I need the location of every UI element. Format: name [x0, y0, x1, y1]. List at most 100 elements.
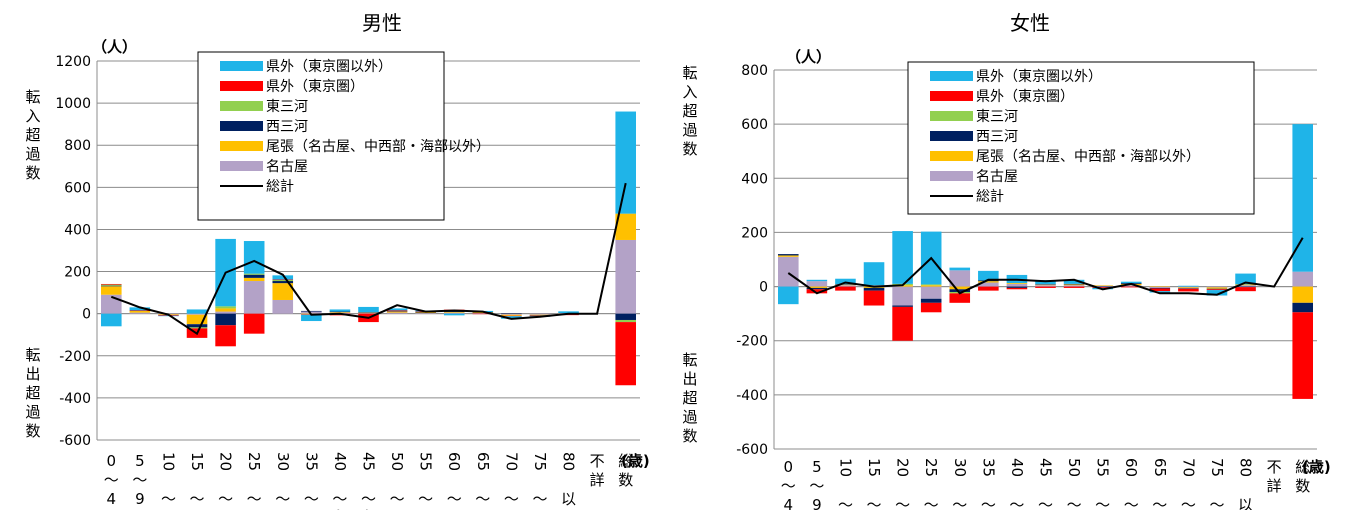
legend-label: 尾張（名古屋、中西部・海部以外）	[976, 149, 1200, 165]
x-tick-part: 25	[922, 458, 940, 477]
x-tick-part: ～	[952, 496, 967, 510]
x-tick-label: 40～44	[1008, 458, 1026, 510]
bar-segment	[1006, 283, 1028, 284]
bar-segment	[1235, 273, 1256, 285]
bar-segment	[272, 279, 294, 281]
x-tick-part: ～	[809, 477, 824, 495]
legend-label: 県外（東京圏以外）	[976, 69, 1102, 85]
x-tick-part: 45	[1037, 458, 1055, 477]
bar-segment	[215, 325, 236, 347]
bar-segment	[920, 285, 942, 287]
x-tick-label: 65～69	[474, 452, 492, 510]
bar-segment	[1178, 287, 1199, 289]
x-tick-part: 0	[107, 452, 117, 470]
bar-segment	[415, 313, 436, 314]
x-tick-part: ～	[247, 490, 262, 508]
bar-segment	[1063, 283, 1085, 285]
x-tick-part: 不	[590, 452, 605, 470]
x-tick-label: 45～49	[360, 452, 378, 510]
legend-label: 東三河	[976, 109, 1018, 125]
side-label-char: 超	[682, 389, 697, 407]
x-tick-part: 80	[1237, 458, 1255, 477]
x-tick-part: 80	[560, 452, 578, 471]
chart-title: 男性	[362, 11, 402, 35]
x-tick-part: ～	[475, 490, 490, 508]
legend-swatch	[220, 141, 263, 151]
bar-segment	[501, 313, 522, 315]
bar-segment	[1092, 285, 1113, 286]
bar-segment	[272, 275, 294, 280]
x-tick-label: 55～59	[417, 452, 435, 510]
bar-segment	[443, 313, 465, 316]
x-tick-part: 55	[417, 452, 435, 471]
bar-segment	[1149, 286, 1171, 287]
bar-segment	[892, 306, 913, 341]
x-tick-part: 9	[135, 490, 145, 508]
bar-segment	[1235, 286, 1256, 288]
x-tick-label: 50～54	[1065, 458, 1083, 510]
bar-segment	[529, 314, 551, 316]
x-tick-part: 15	[188, 452, 206, 471]
legend-label: 県外（東京圏）	[976, 89, 1074, 105]
bar-segment	[835, 278, 856, 285]
bar-segment	[863, 287, 885, 291]
bar-segment	[358, 312, 379, 314]
bar-segment	[529, 315, 551, 316]
x-tick-label: 0～4	[781, 458, 796, 510]
x-tick-part: 詳	[590, 471, 605, 489]
x-tick-part: ～	[867, 496, 882, 510]
legend-swatch	[220, 81, 263, 91]
legend-box	[197, 51, 445, 221]
x-tick-part: ～	[838, 496, 853, 510]
x-tick-label: 60～64	[445, 452, 463, 510]
legend-label: 総計	[266, 179, 294, 195]
bar-segment	[920, 302, 942, 313]
bar-segment	[920, 284, 942, 286]
x-tick-part: ～	[1152, 496, 1167, 510]
x-tick-part: 以	[1238, 496, 1253, 510]
y-tick-label: -200	[736, 334, 768, 350]
bar-segment	[272, 299, 294, 314]
bar-segment	[863, 262, 885, 286]
x-tick-part: 25	[245, 452, 263, 471]
x-tick-part: ～	[390, 490, 405, 508]
x-tick-part: 4	[107, 490, 117, 508]
bar-segment	[1235, 287, 1256, 292]
chart-title: 女性	[1010, 11, 1050, 35]
legend-label: 名古屋	[976, 169, 1018, 185]
bar-segment	[1063, 286, 1085, 288]
bar-segment	[1092, 287, 1113, 288]
bar-segment	[1206, 289, 1228, 291]
bar-segment	[1235, 285, 1256, 287]
bar-segment	[186, 327, 208, 329]
bar-segment	[892, 305, 913, 307]
x-tick-label: 30～34	[951, 458, 969, 510]
bar-segment	[1006, 286, 1028, 288]
bar-segment	[472, 313, 494, 314]
x-tick-part: 数	[618, 471, 633, 489]
y-tick-label: -400	[59, 391, 91, 407]
x-tick-part: ～	[1067, 496, 1082, 510]
legend-label: 総計	[976, 189, 1004, 205]
legend-swatch	[930, 91, 973, 101]
x-tick-part: ～	[1209, 496, 1224, 510]
x-tick-part: ～	[781, 477, 796, 495]
x-tick-part: 65	[1151, 458, 1169, 477]
bar-segment	[358, 306, 379, 313]
x-tick-part: ～	[1181, 496, 1196, 510]
legend-label: 県外（東京圏以外）	[266, 59, 392, 75]
bar-segment	[101, 285, 122, 287]
side-label-char: 数	[682, 140, 697, 158]
bar-segment	[415, 312, 436, 314]
bar-segment	[386, 310, 408, 312]
legend-swatch	[930, 151, 973, 161]
x-tick-part: 75	[531, 452, 549, 471]
side-label-char: 転	[25, 346, 40, 364]
x-tick-part: 75	[1208, 458, 1226, 477]
bar-segment	[806, 287, 828, 290]
bar-segment	[978, 286, 999, 291]
x-tick-part: ～	[132, 471, 147, 489]
x-tick-part: 0	[784, 458, 794, 476]
